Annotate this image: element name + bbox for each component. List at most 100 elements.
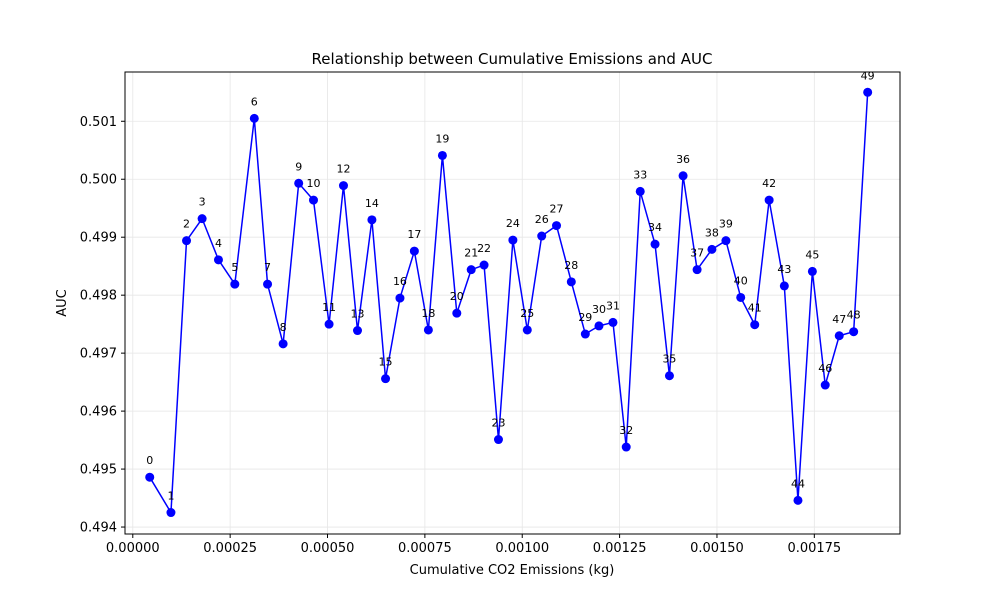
data-point [409, 246, 419, 256]
data-point [249, 113, 259, 123]
data-point [721, 236, 731, 246]
data-point [834, 331, 844, 341]
point-label: 4 [215, 237, 222, 250]
point-label: 26 [535, 213, 549, 226]
data-point [466, 265, 476, 275]
x-tick-label: 0.00075 [398, 541, 452, 556]
point-label: 11 [322, 301, 336, 314]
point-label: 24 [506, 217, 520, 230]
data-point [353, 326, 362, 336]
data-point [863, 87, 873, 97]
point-label: 49 [861, 69, 875, 82]
data-point [213, 255, 223, 265]
data-point [650, 239, 660, 249]
point-label: 28 [564, 259, 578, 272]
data-point [263, 279, 273, 289]
data-point [849, 327, 859, 337]
y-tick-label: 0.499 [80, 231, 117, 246]
data-point [621, 442, 631, 452]
point-label: 9 [295, 160, 302, 173]
point-label: 21 [464, 247, 478, 260]
data-point [635, 186, 645, 196]
data-point [736, 292, 746, 302]
data-point [537, 231, 547, 241]
data-point [707, 244, 717, 254]
point-label: 38 [705, 226, 719, 239]
data-point [145, 472, 155, 482]
point-label: 46 [818, 362, 832, 375]
data-point [508, 235, 518, 245]
data-point [820, 380, 830, 390]
series-line [149, 92, 869, 514]
x-tick-label: 0.00050 [301, 541, 355, 556]
point-label: 7 [264, 261, 271, 274]
point-label: 37 [690, 247, 704, 260]
point-label: 25 [520, 307, 534, 320]
y-tick-label: 0.497 [80, 347, 117, 362]
data-point [452, 308, 462, 318]
point-label: 30 [592, 303, 606, 316]
axis-ticks: 0.00000 0.00025 0.00050 0.00075 0.00100 0.001… [80, 115, 841, 556]
point-label: 13 [351, 308, 365, 321]
y-tick-label: 0.496 [80, 405, 117, 420]
point-label: 32 [619, 424, 633, 437]
data-point [381, 374, 391, 384]
x-tick-label: 0.00000 [106, 541, 160, 556]
point-label: 3 [199, 196, 206, 209]
point-label: 19 [435, 132, 449, 145]
data-point [764, 195, 774, 205]
plot-frame [124, 71, 901, 535]
x-tick-label: 0.00175 [787, 541, 841, 556]
point-label: 40 [734, 274, 748, 287]
point-label: 16 [393, 275, 407, 288]
point-label: 29 [578, 311, 592, 324]
point-label: 14 [365, 197, 379, 210]
data-point [230, 279, 240, 289]
data-point [793, 495, 803, 505]
data-point [338, 181, 348, 191]
data-point [423, 325, 433, 335]
point-label: 23 [491, 417, 505, 430]
data-point [750, 320, 760, 330]
point-label: 22 [477, 242, 491, 255]
point-label: 27 [550, 203, 564, 216]
point-label: 0 [146, 454, 153, 467]
chart-title: Relationship between Cumulative Emission… [312, 50, 713, 68]
point-label: 10 [306, 177, 320, 190]
data-point [522, 325, 532, 335]
point-label: 1 [167, 490, 174, 503]
point-label: 35 [662, 353, 676, 366]
point-label: 31 [606, 299, 620, 312]
y-tick-label: 0.498 [80, 289, 117, 304]
point-label: 41 [748, 302, 762, 315]
data-point [493, 435, 503, 445]
data-point [395, 293, 405, 303]
point-label: 20 [450, 290, 464, 303]
data-point [594, 321, 604, 331]
data-point [479, 260, 489, 270]
point-label: 2 [183, 218, 190, 231]
data-point [807, 266, 817, 276]
x-tick-label: 0.00025 [203, 541, 257, 556]
point-label: 12 [336, 163, 350, 176]
point-label: 8 [280, 321, 287, 334]
x-tick-label: 0.00100 [495, 541, 549, 556]
x-axis-label: Cumulative CO2 Emissions (kg) [410, 563, 615, 578]
point-label: 36 [676, 153, 690, 166]
data-point [182, 236, 192, 246]
data-point [580, 329, 590, 339]
point-label: 42 [762, 177, 776, 190]
x-tick-label: 0.00150 [690, 541, 744, 556]
point-label: 44 [791, 477, 805, 490]
data-point [566, 277, 576, 287]
data-point [367, 215, 377, 225]
y-tick-label: 0.501 [80, 115, 117, 130]
point-label: 6 [251, 95, 258, 108]
point-label: 39 [719, 218, 733, 231]
data-point [197, 214, 207, 224]
data-point [166, 508, 176, 518]
y-tick-label: 0.495 [80, 463, 117, 478]
